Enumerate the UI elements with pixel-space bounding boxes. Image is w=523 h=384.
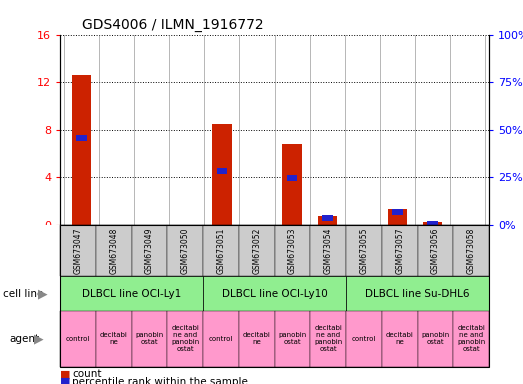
Text: GSM673057: GSM673057	[395, 227, 404, 274]
Text: DLBCL line Su-DHL6: DLBCL line Su-DHL6	[365, 289, 470, 299]
Text: decitabi
ne: decitabi ne	[243, 333, 270, 345]
Text: GSM673054: GSM673054	[324, 227, 333, 274]
Bar	[217, 168, 227, 174]
Text: GSM673055: GSM673055	[359, 227, 368, 274]
Text: decitabi
ne: decitabi ne	[100, 333, 128, 345]
Text: control: control	[352, 336, 376, 342]
Bar	[388, 209, 407, 225]
Text: agent: agent	[9, 334, 40, 344]
Text: panobin
ostat: panobin ostat	[421, 333, 450, 345]
Text: GSM673049: GSM673049	[145, 227, 154, 274]
Bar	[317, 216, 337, 225]
Text: control: control	[209, 336, 233, 342]
Text: DLBCL line OCI-Ly10: DLBCL line OCI-Ly10	[222, 289, 327, 299]
Text: ▶: ▶	[38, 287, 47, 300]
Text: DLBCL line OCI-Ly1: DLBCL line OCI-Ly1	[82, 289, 181, 299]
Text: GSM673056: GSM673056	[431, 227, 440, 274]
Text: GSM673058: GSM673058	[467, 227, 475, 274]
Bar	[212, 124, 232, 225]
Text: GSM673053: GSM673053	[288, 227, 297, 274]
Bar	[427, 221, 438, 227]
Text: decitabi
ne and
panobin
ostat: decitabi ne and panobin ostat	[171, 325, 199, 353]
Text: panobin
ostat: panobin ostat	[135, 333, 164, 345]
Text: GSM673051: GSM673051	[217, 227, 225, 274]
Bar	[72, 75, 91, 225]
Bar	[423, 222, 442, 225]
Bar	[392, 209, 403, 215]
Bar	[282, 144, 302, 225]
Text: GDS4006 / ILMN_1916772: GDS4006 / ILMN_1916772	[82, 18, 263, 32]
Bar	[322, 215, 333, 221]
Text: GSM673050: GSM673050	[181, 227, 190, 274]
Bar	[287, 175, 298, 181]
Text: GSM673047: GSM673047	[74, 227, 83, 274]
Text: decitabi
ne and
panobin
ostat: decitabi ne and panobin ostat	[457, 325, 485, 353]
Text: decitabi
ne: decitabi ne	[386, 333, 414, 345]
Text: ■: ■	[60, 377, 71, 384]
Text: panobin
ostat: panobin ostat	[278, 333, 306, 345]
Text: percentile rank within the sample: percentile rank within the sample	[72, 377, 248, 384]
Text: control: control	[66, 336, 90, 342]
Bar	[76, 135, 86, 141]
Text: count: count	[72, 369, 101, 379]
Text: decitabi
ne and
panobin
ostat: decitabi ne and panobin ostat	[314, 325, 343, 353]
Text: ■: ■	[60, 369, 71, 379]
Text: GSM673052: GSM673052	[252, 227, 261, 274]
Text: GSM673048: GSM673048	[109, 227, 118, 274]
Text: cell line: cell line	[3, 289, 43, 299]
Text: ▶: ▶	[34, 333, 43, 345]
